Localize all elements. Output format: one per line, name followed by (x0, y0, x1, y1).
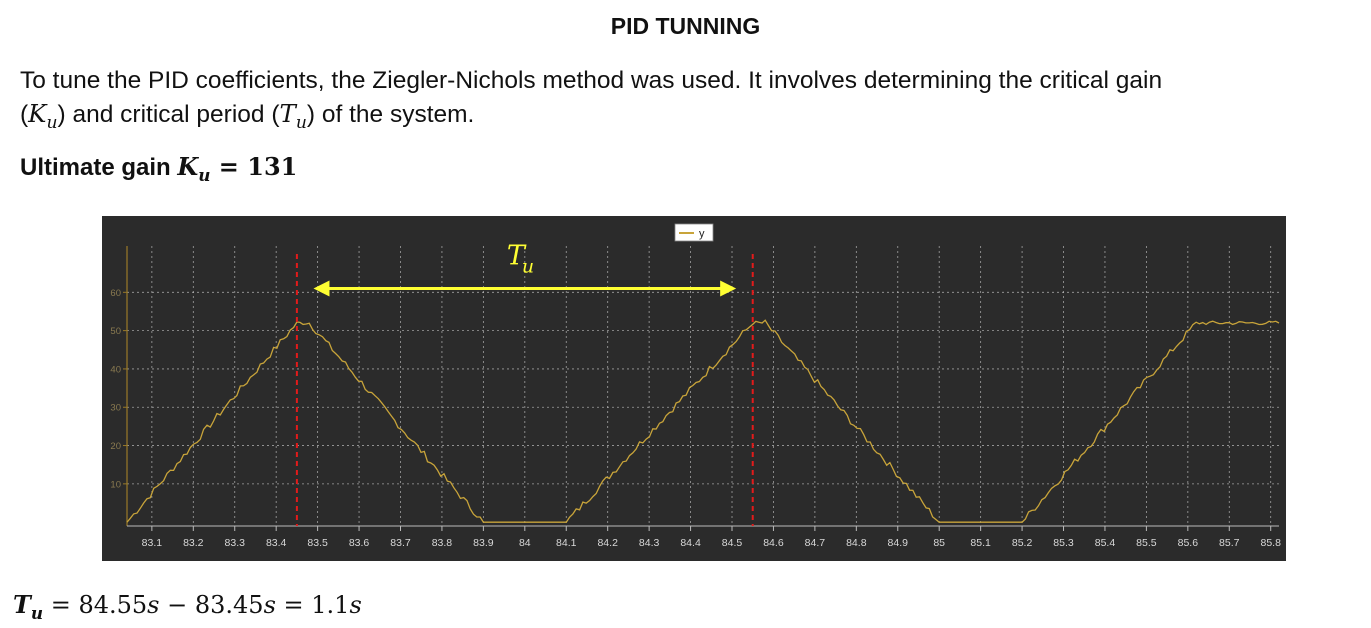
ultimate-gain-subscript: u (198, 164, 211, 185)
x-tick-label: 84.7 (805, 537, 826, 549)
ku-symbol: K (28, 99, 47, 128)
period-arrow-label: T (507, 240, 527, 271)
x-tick-label: 84.3 (639, 537, 660, 549)
legend-label: y (699, 228, 705, 240)
x-tick-label: 84.2 (597, 537, 618, 549)
page-title: PID TUNNING (610, 13, 761, 39)
period-equation: Tu = 84.55s − 83.45s = 1.1s (13, 590, 362, 623)
period-result: 1.1 (311, 591, 350, 619)
period-arrow-right-head (720, 280, 737, 297)
series-line-y (126, 319, 1280, 523)
period-unit-2: s (263, 591, 276, 619)
ultimate-gain-value: 131 (247, 152, 298, 181)
intro-text-1: To tune the PID coefficients, the Ziegle… (20, 67, 1163, 94)
x-tick-label: 85.3 (1053, 537, 1074, 549)
x-tick-label: 83.3 (225, 537, 246, 549)
period-value-2: 83.45 (194, 591, 264, 619)
tu-symbol: T (279, 99, 296, 128)
period-arrow-left-head (313, 280, 330, 297)
period-subscript: u (30, 602, 44, 623)
x-tick-label: 85.4 (1095, 537, 1116, 549)
y-tick-label: 40 (110, 364, 121, 375)
x-tick-label: 83.1 (142, 537, 163, 549)
x-tick-label: 83.2 (183, 537, 204, 549)
x-tick-label: 85.1 (970, 537, 991, 549)
x-tick-label: 84.6 (763, 537, 784, 549)
x-tick-label: 85.5 (1136, 537, 1157, 549)
x-tick-label: 84.4 (680, 537, 701, 549)
tu-subscript: u (295, 113, 307, 133)
x-tick-label: 84 (519, 537, 531, 549)
y-tick-label: 30 (110, 403, 121, 414)
period-equals: = (43, 591, 79, 619)
period-minus: − (159, 591, 195, 619)
intro-text-2: ) and critical period ( (57, 101, 280, 128)
chart-svg: 83.1 83.2 83.3 83.4 83.5 83.6 83.7 83.8 83.9 84 84… (110, 223, 1281, 549)
y-tick-label: 60 (110, 288, 121, 299)
x-tick-label: 83.6 (349, 537, 370, 549)
ku-subscript: u (46, 113, 58, 133)
intro-text-3: ) of the system. (306, 101, 475, 128)
x-tick-label: 85.6 (1178, 537, 1199, 549)
intro-open-paren: ( (20, 101, 29, 128)
x-tick-label: 83.4 (266, 537, 287, 549)
x-tick-label: 84.8 (846, 537, 867, 549)
x-tick-label: 83.8 (432, 537, 453, 549)
intro-paragraph: To tune the PID coefficients, the Ziegle… (20, 64, 1340, 140)
x-tick-label: 84.9 (888, 537, 909, 549)
x-tick-label: 85.8 (1260, 537, 1281, 549)
period-value-1: 84.55 (78, 591, 148, 619)
ultimate-gain-line: Ultimate gain Ku = 131 (20, 152, 297, 185)
y-tick-label: 20 (110, 441, 121, 452)
x-tick-label: 85.2 (1012, 537, 1033, 549)
ultimate-gain-symbol: K (177, 152, 199, 181)
period-unit-1: s (147, 591, 160, 619)
y-tick-label: 10 (110, 479, 121, 490)
x-tick-label: 85 (933, 537, 945, 549)
period-unit-3: s (349, 591, 362, 619)
period-symbol: T (13, 590, 31, 619)
oscillation-chart: 83.1 83.2 83.3 83.4 83.5 83.6 83.7 83.8 83.9 84 84… (102, 216, 1286, 561)
period-arrow-label-subscript: u (522, 255, 534, 277)
x-tick-label: 83.9 (473, 537, 494, 549)
x-tick-label: 84.1 (556, 537, 577, 549)
x-tick-label: 84.5 (722, 537, 743, 549)
ultimate-gain-label: Ultimate gain (20, 154, 178, 181)
x-tick-label: 85.7 (1219, 537, 1240, 549)
period-equals-2: = (275, 591, 312, 619)
ultimate-gain-equals: = (210, 152, 248, 181)
x-tick-label: 83.7 (390, 537, 411, 549)
y-tick-label: 50 (110, 326, 121, 337)
x-tick-label: 83.5 (307, 537, 328, 549)
